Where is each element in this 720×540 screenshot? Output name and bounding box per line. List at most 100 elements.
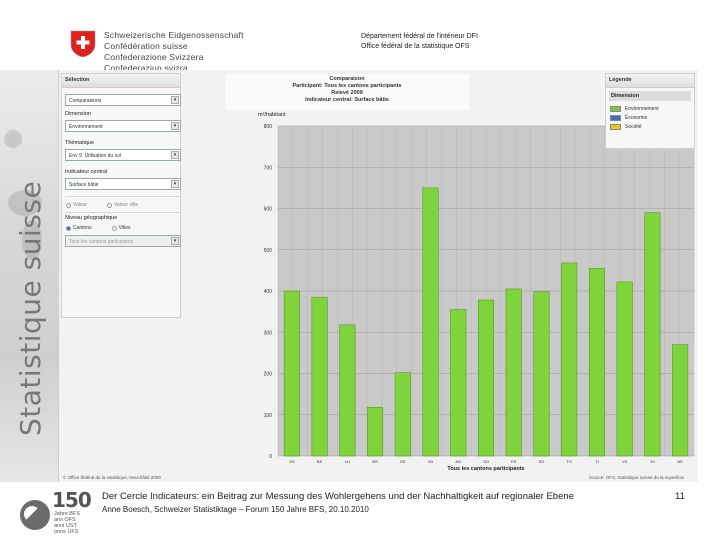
legend-swatch: [610, 105, 621, 112]
y-tick-label: 600: [264, 207, 273, 213]
participants-select-value: Tous les cantons participants: [69, 239, 134, 245]
department-names: Département fédéral de l'intérieur DFI O…: [361, 32, 478, 52]
statistics-app-window: 0 100 200 300 400 500 600 700 800 m²/habitant ZH BE…: [58, 70, 698, 482]
office-line: Office fédéral de la statistique OFS: [361, 43, 470, 50]
logo-year-line: anni UST: [54, 523, 77, 529]
x-tick-label: LU: [345, 459, 350, 464]
footer-title: Der Cercle Indicateurs: ein Beitrag zur …: [102, 491, 574, 502]
bar: [311, 296, 328, 457]
indicator-select-value: Surface bâtie: [69, 182, 99, 188]
x-tick-label: SO: [483, 459, 489, 464]
selection-heading: Sélection: [62, 74, 180, 88]
legend-heading: Légende: [606, 74, 694, 88]
confederation-names: Schweizerische Eidgenossenschaft Confédé…: [104, 30, 244, 74]
city-value-radio[interactable]: Valeur ville: [107, 202, 138, 208]
confederation-fr: Confédération suisse: [104, 41, 188, 51]
chart-title-line-2: Participant: Tous les cantons participan…: [292, 83, 402, 89]
bar: [422, 187, 439, 457]
chart-title: Comparaison Participant: Tous les canton…: [225, 74, 469, 110]
x-tick-label: VD: [428, 459, 434, 464]
bar: [588, 268, 605, 457]
y-axis-label: m²/habitant: [258, 112, 286, 118]
bfs-150-logo: 150 Jahre BFS ans OFS anni UST onns UFS: [18, 488, 96, 536]
logo-year-line: onns UFS: [54, 529, 79, 535]
theme-select[interactable]: Env 9: Utilisation du sol ▾: [65, 149, 181, 161]
level-option-group: Cantons Villes: [66, 225, 130, 231]
dimension-select[interactable]: Environnement ▾: [65, 120, 181, 132]
bar: [283, 290, 300, 457]
bar: [672, 344, 689, 457]
y-tick-label: 200: [264, 372, 273, 378]
x-tick-label: JU: [650, 459, 655, 464]
indicator-label: Indicateur central: [65, 169, 108, 175]
page-number: 11: [675, 491, 685, 502]
legend-item: Économie: [606, 113, 694, 122]
legend-label: Société: [625, 123, 642, 130]
y-tick-label: 0: [269, 454, 272, 460]
comparison-select[interactable]: Comparaisons ▾: [65, 94, 181, 106]
indicator-select[interactable]: Surface bâtie ▾: [65, 178, 181, 190]
chart-title-line-3: Relevé 2009: [331, 90, 363, 96]
chevron-down-icon[interactable]: ▾: [171, 122, 179, 130]
y-tick-label: 400: [264, 289, 273, 295]
logo-years: Jahre BFS ans OFS anni UST onns UFS: [54, 511, 80, 535]
chevron-down-icon[interactable]: ▾: [171, 180, 179, 188]
logo-year-line: ans OFS: [54, 517, 76, 523]
participants-select[interactable]: Tous les cantons participants ▾: [65, 235, 181, 247]
swiss-flag-icon: [70, 30, 96, 58]
cities-radio[interactable]: Villes: [111, 225, 130, 231]
comparison-select-value: Comparaisons: [69, 98, 102, 104]
legend-item: Société: [606, 122, 694, 131]
bar: [339, 324, 356, 457]
bar: [533, 291, 550, 457]
x-tick-label: BS: [372, 459, 378, 464]
dimension-select-value: Environnement: [69, 124, 103, 130]
legend-label: Environnement: [625, 105, 659, 112]
bar: [561, 262, 578, 457]
chevron-down-icon[interactable]: ▾: [171, 237, 179, 245]
bar-chart: 0 100 200 300 400 500 600 700 800 m²/habitant ZH BE…: [258, 112, 695, 472]
bar: [477, 299, 495, 457]
chart-title-line-1: Comparaison: [329, 76, 365, 82]
divider: [65, 212, 179, 213]
x-axis-label: Tous les cantons participants: [447, 466, 524, 472]
x-tick-label: VS: [622, 459, 628, 464]
chevron-down-icon[interactable]: ▾: [171, 96, 179, 104]
copyright-note: © Office fédéral de la statistique, Neuc…: [63, 475, 161, 480]
dimension-label: Dimension: [65, 111, 91, 117]
x-tick-label: NE: [677, 459, 683, 464]
confederation-de: Schweizerische Eidgenossenschaft: [104, 30, 244, 40]
x-tick-label: TI: [595, 459, 599, 464]
department-line: Département fédéral de l'intérieur DFI: [361, 33, 478, 40]
y-tick-label: 700: [264, 165, 273, 171]
x-tick-label: TG: [566, 459, 572, 464]
x-tick-label: GE: [400, 459, 406, 464]
legend-panel: Légende Dimension Environnement Économie…: [605, 73, 695, 149]
x-tick-label: AG: [455, 459, 461, 464]
value-radio[interactable]: Valeur: [66, 202, 87, 208]
theme-label: Thématique: [65, 140, 95, 146]
x-tick-label: SG: [539, 459, 545, 464]
y-tick-label: 300: [264, 330, 273, 336]
x-tick-label: BE: [317, 459, 323, 464]
footer-subtitle: Anne Boesch, Schweizer Statistiktage – F…: [102, 505, 369, 514]
legend-swatch: [610, 114, 621, 121]
chevron-down-icon[interactable]: ▾: [171, 151, 179, 159]
level-label: Niveau géographique: [65, 215, 118, 221]
source-note: Source: OFS, Statistique suisse de la su…: [589, 475, 685, 480]
decorative-side-band: [0, 70, 58, 482]
bar: [616, 281, 633, 457]
cantons-radio[interactable]: Cantons: [66, 225, 92, 231]
x-tick-label: ZH: [289, 459, 294, 464]
bar: [505, 288, 522, 457]
logo-year-line: Jahre BFS: [54, 511, 80, 517]
legend-subheading: Dimension: [609, 91, 691, 101]
y-tick-label: 100: [264, 413, 273, 419]
bar: [450, 309, 467, 457]
bar: [367, 407, 384, 457]
logo-disc-icon: [20, 500, 50, 530]
y-tick-label: 800: [264, 124, 273, 130]
legend-item: Environnement: [606, 104, 694, 113]
divider: [65, 196, 179, 197]
y-tick-label: 500: [264, 248, 273, 254]
